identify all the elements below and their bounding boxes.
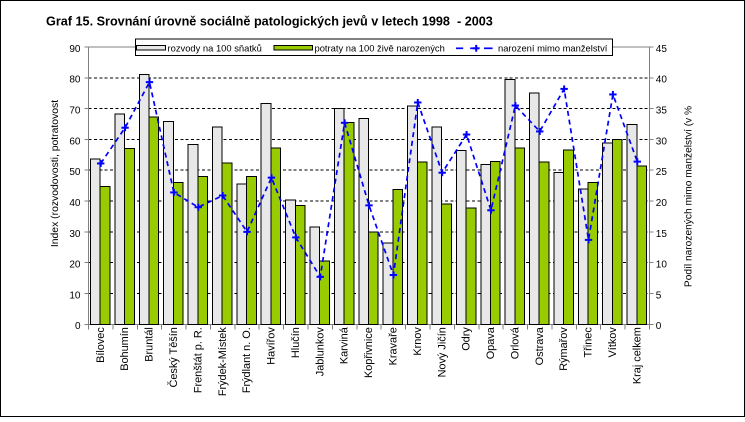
svg-text:20: 20	[656, 198, 668, 209]
svg-text:45: 45	[656, 44, 668, 55]
svg-text:10: 10	[656, 260, 668, 271]
svg-text:Podíl narozených mimo manželst: Podíl narozených mimo manželství (v %	[684, 106, 695, 287]
svg-text:15: 15	[656, 229, 668, 240]
svg-text:Hlučín: Hlučín	[290, 327, 302, 358]
svg-text:Vítkov: Vítkov	[607, 327, 619, 358]
svg-text:Opava: Opava	[485, 326, 497, 359]
svg-text:Bílovec: Bílovec	[95, 327, 107, 363]
svg-text:Index (rozvodovosti, potratovo: Index (rozvodovosti, potratovost	[50, 100, 61, 247]
svg-text:70: 70	[69, 106, 81, 117]
svg-text:Havířov: Havířov	[266, 327, 278, 365]
svg-text:Orlová: Orlová	[509, 326, 521, 359]
svg-text:Odry: Odry	[461, 327, 473, 351]
svg-text:Nový Jičín: Nový Jičín	[436, 327, 448, 377]
svg-text:10: 10	[69, 290, 81, 301]
svg-text:5: 5	[656, 290, 662, 301]
svg-text:rozvody na 100 sňatků: rozvody na 100 sňatků	[168, 42, 262, 53]
svg-text:Ostrava: Ostrava	[534, 326, 546, 365]
svg-text:40: 40	[656, 75, 668, 86]
svg-text:Kopřivnice: Kopřivnice	[363, 327, 375, 378]
svg-text:40: 40	[69, 198, 81, 209]
svg-text:Jablunkov: Jablunkov	[314, 327, 326, 377]
svg-text:60: 60	[69, 136, 81, 147]
svg-text:Frýdlant n. O.: Frýdlant n. O.	[241, 327, 253, 393]
svg-text:25: 25	[656, 167, 668, 178]
svg-text:narození mimo manželství: narození mimo manželství	[498, 42, 608, 53]
svg-text:90: 90	[69, 44, 81, 55]
svg-text:Krnov: Krnov	[412, 327, 424, 356]
svg-text:80: 80	[69, 75, 81, 86]
svg-text:Bruntál: Bruntál	[144, 327, 156, 362]
svg-text:Třinec: Třinec	[583, 327, 595, 358]
svg-text:Frenštát p. R.: Frenštát p. R.	[192, 327, 204, 393]
svg-text:Kraj celkem: Kraj celkem	[631, 327, 643, 384]
svg-text:20: 20	[69, 260, 81, 271]
svg-text:Kravaře: Kravaře	[387, 327, 399, 365]
svg-text:Bohumín: Bohumín	[119, 327, 131, 371]
svg-text:Karviná: Karviná	[339, 326, 351, 364]
svg-text:35: 35	[656, 106, 668, 117]
svg-text:Frýdek-Místek: Frýdek-Místek	[217, 327, 229, 397]
svg-text:30: 30	[656, 136, 668, 147]
svg-text:30: 30	[69, 229, 81, 240]
svg-text:50: 50	[69, 167, 81, 178]
svg-text:Graf 15. Srovnání úrovně sociá: Graf 15. Srovnání úrovně sociálně patolo…	[46, 15, 493, 29]
svg-text:Český Těšín: Český Těšín	[167, 327, 180, 387]
svg-text:0: 0	[75, 321, 81, 332]
svg-text:potraty na 100 živě narozených: potraty na 100 živě narozených	[315, 42, 445, 53]
svg-text:Rýmařov: Rýmařov	[558, 327, 570, 371]
svg-text:0: 0	[656, 321, 662, 332]
